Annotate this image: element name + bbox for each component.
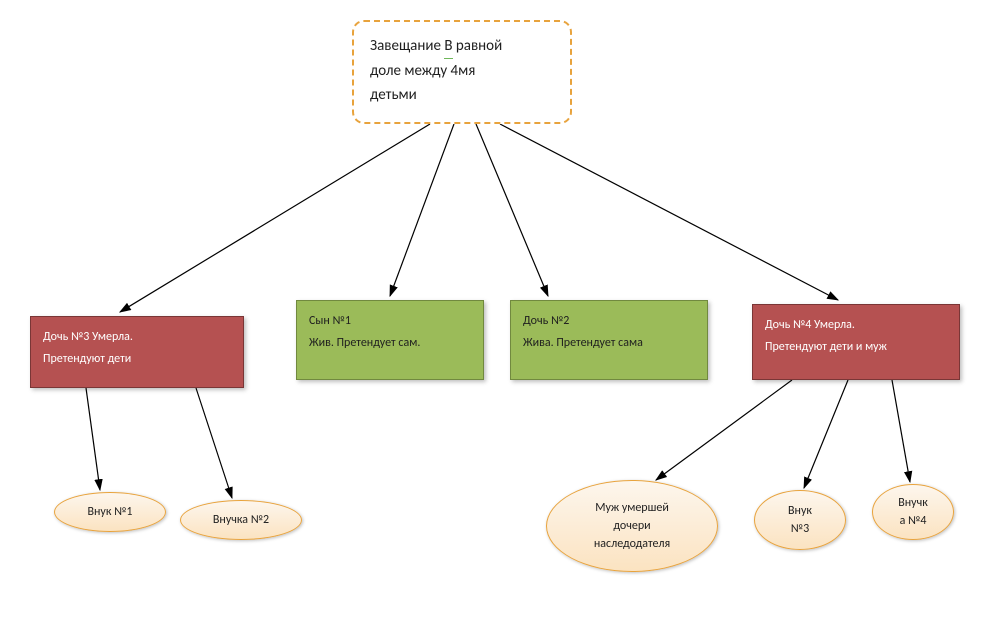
leaf-granddaughter4: Внучка №4 bbox=[872, 484, 954, 540]
leaf-granddaughter2: Внучка №2 bbox=[180, 500, 302, 540]
child-daughter4-box: Дочь №4 Умерла. Претендуют дети и муж bbox=[752, 304, 960, 380]
leaf-grandson1: Внук №1 bbox=[54, 492, 166, 532]
root-line2: доле между 4мя bbox=[370, 59, 554, 83]
root-l1-pre: Завещание bbox=[370, 37, 444, 55]
child-d4-line2: Претендуют дети и муж bbox=[765, 337, 947, 359]
child-daughter3-box: Дочь №3 Умерла. Претендуют дети bbox=[30, 316, 244, 388]
root-line1: Завещание В равной bbox=[370, 34, 554, 59]
leaf-g3-label: Внук№3 bbox=[788, 502, 812, 538]
root-line3: детьми bbox=[370, 83, 554, 107]
child-d2-line1: Дочь №2 bbox=[523, 311, 695, 333]
root-l1-post: равной bbox=[453, 37, 503, 55]
leaf-grandson3: Внук№3 bbox=[754, 490, 846, 550]
child-d3-line1: Дочь №3 Умерла. bbox=[43, 327, 231, 349]
child-son1-box: Сын №1 Жив. Претендует сам. bbox=[296, 300, 484, 380]
leaf-g4-label: Внучка №4 bbox=[898, 494, 928, 530]
leaf-g2-label: Внучка №2 bbox=[213, 511, 269, 529]
leaf-h-label: Муж умершейдочеринаследодателя bbox=[594, 499, 670, 553]
child-d2-line2: Жива. Претендует сама bbox=[523, 333, 695, 355]
child-d4-line1: Дочь №4 Умерла. bbox=[765, 315, 947, 337]
child-d3-line2: Претендуют дети bbox=[43, 349, 231, 371]
child-s1-line1: Сын №1 bbox=[309, 311, 471, 333]
root-l1-u: В bbox=[444, 34, 452, 59]
root-will-node: Завещание В равной доле между 4мя детьми bbox=[352, 20, 572, 124]
child-s1-line2: Жив. Претендует сам. bbox=[309, 333, 471, 355]
leaf-husband: Муж умершейдочеринаследодателя bbox=[546, 480, 718, 572]
child-daughter2-box: Дочь №2 Жива. Претендует сама bbox=[510, 300, 708, 380]
leaf-g1-label: Внук №1 bbox=[87, 503, 132, 521]
